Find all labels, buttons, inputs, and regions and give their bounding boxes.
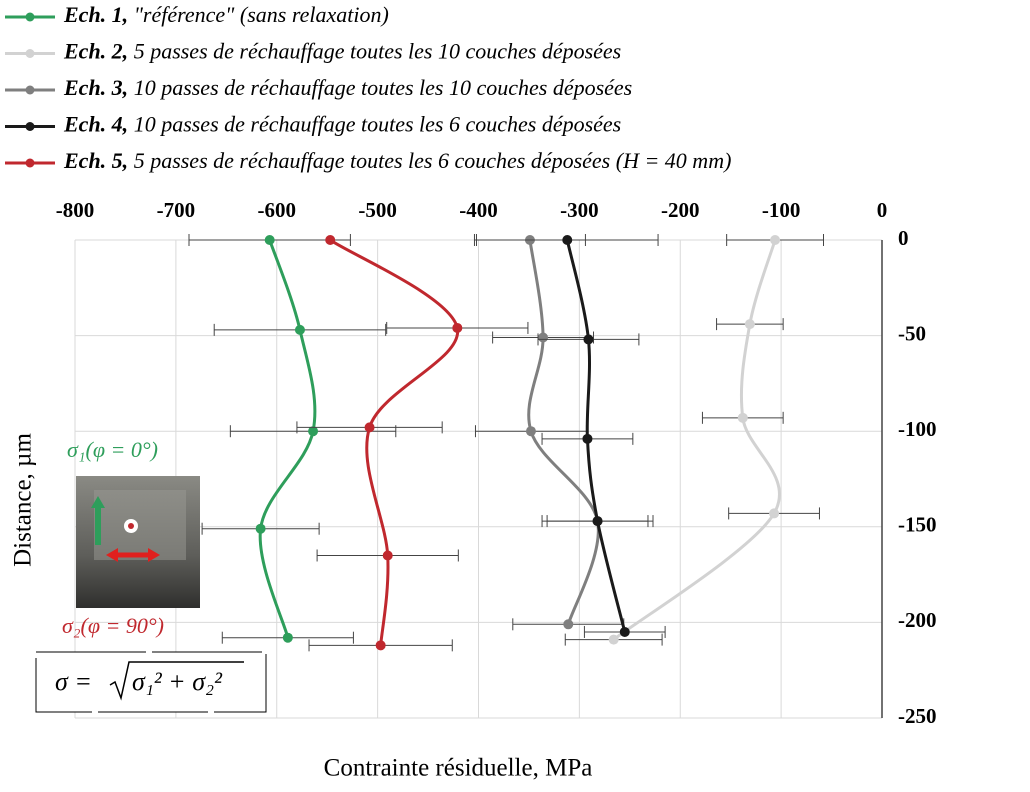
legend-note: 10 passes de réchauffage toutes les 6 co… [134, 112, 622, 137]
x-tick-label: -800 [56, 198, 95, 222]
legend-name: Ech. 5, [63, 148, 128, 173]
legend-marker [25, 122, 35, 131]
legend-text: Ech. 4, 10 passes de réchauffage toutes … [63, 112, 621, 137]
series-line [565, 239, 627, 633]
legend-text: Ech. 3, 10 passes de réchauffage toutes … [63, 75, 632, 100]
data-point [619, 626, 630, 637]
data-point [282, 632, 293, 643]
y-tick-label: -200 [898, 608, 937, 632]
data-point [744, 319, 755, 330]
legend-marker [25, 12, 35, 22]
data-point [264, 235, 275, 245]
legend-text: Ech. 2, 5 passes de réchauffage toutes l… [63, 39, 621, 64]
arrow-head [91, 496, 105, 508]
data-point [294, 324, 305, 335]
x-tick-label: 0 [877, 198, 888, 222]
x-tick-label: -200 [661, 198, 700, 222]
data-point [582, 433, 593, 444]
series-line [612, 239, 781, 641]
y-tick-label: -150 [898, 513, 937, 537]
y-tick-label: 0 [898, 226, 909, 250]
data-point [364, 422, 375, 433]
data-point [562, 235, 573, 245]
data-point [563, 619, 574, 630]
x-tick-label: -400 [459, 198, 498, 222]
legend: Ech. 1, "référence" (sans relaxation)Ech… [5, 2, 731, 173]
x-tick-label: -100 [762, 198, 801, 222]
data-point [308, 426, 319, 437]
legend-note: 10 passes de réchauffage toutes les 10 c… [134, 75, 633, 100]
legend-text: Ech. 5, 5 passes de réchauffage toutes l… [63, 148, 731, 173]
data-point [452, 322, 463, 333]
data-point [375, 640, 386, 651]
annotation: σ₁(φ = 0°) [67, 437, 158, 462]
legend-marker [25, 85, 35, 95]
arrow-head [148, 548, 160, 562]
x-tick-label: -600 [258, 198, 297, 222]
legend-note: "référence" (sans relaxation) [134, 2, 389, 27]
data-point [583, 334, 594, 345]
legend-note: 5 passes de réchauffage toutes les 6 cou… [134, 148, 732, 173]
formula: σ₁² + σ₂² [132, 667, 223, 696]
data-point [325, 235, 336, 245]
data-point [538, 332, 549, 343]
y-tick-label: -100 [898, 417, 937, 441]
sample-face [94, 490, 186, 560]
legend-marker [25, 158, 35, 168]
x-tick-label: -500 [358, 198, 397, 222]
y-tick-label: -250 [898, 704, 937, 728]
data-point [525, 426, 536, 437]
legend-note: 5 passes de réchauffage toutes les 10 co… [134, 39, 622, 64]
formula: σ = [55, 667, 92, 696]
data-point [255, 523, 266, 534]
legend-name: Ech. 3, [63, 75, 128, 100]
series-line [329, 238, 459, 646]
data-point [770, 235, 781, 245]
data-point [382, 550, 393, 561]
legend-name: Ech. 4, [63, 112, 128, 137]
data-point [608, 634, 619, 645]
normal-marker [128, 523, 134, 529]
x-axis-label: Contrainte résiduelle, MPa [324, 755, 593, 782]
legend-marker [25, 49, 35, 58]
arrow-head [106, 548, 118, 562]
data-point [769, 508, 780, 519]
series-line [258, 239, 317, 639]
y-tick-label: -50 [898, 321, 926, 345]
data-point [592, 516, 603, 527]
data-point [737, 412, 748, 423]
y-axis-label: Distance, µm [10, 433, 37, 567]
x-tick-label: -300 [560, 198, 599, 222]
legend-name: Ech. 2, [63, 39, 128, 64]
radical [109, 661, 244, 701]
x-tick-label: -700 [157, 198, 196, 222]
annotation: σ₂(φ = 90°) [62, 613, 164, 638]
legend-text: Ech. 1, "référence" (sans relaxation) [63, 2, 389, 27]
legend-name: Ech. 1, [63, 2, 128, 27]
